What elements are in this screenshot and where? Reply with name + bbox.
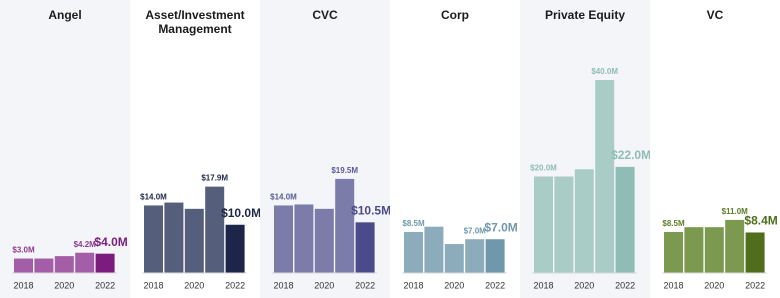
bar — [164, 202, 184, 273]
x-tick-label: 2020 — [444, 280, 464, 290]
x-tick-label: 2018 — [13, 280, 33, 290]
x-tick-label: 2022 — [225, 280, 245, 290]
bar — [95, 253, 115, 273]
bar — [534, 176, 553, 273]
panel: VC $8.5M 2018 2020 $11.0M $8.4M 2022 — [650, 0, 780, 298]
x-tick-label: 2020 — [54, 280, 74, 290]
bar — [184, 208, 204, 273]
bar — [225, 224, 245, 273]
x-tick-label: 2020 — [704, 280, 724, 290]
value-label: $14.0M — [270, 193, 297, 202]
value-label: $17.9M — [201, 174, 228, 183]
panel-plot: $8.5M 2018 2020 $11.0M$8.4M 2022 — [662, 207, 778, 290]
bar — [205, 186, 225, 273]
bar — [574, 169, 594, 273]
bar — [704, 227, 724, 273]
value-label: $10.5M — [351, 204, 390, 218]
bar — [664, 231, 683, 273]
x-tick-label: 2018 — [403, 280, 423, 290]
value-label: $7.0M — [464, 226, 487, 235]
panel-title: VC — [706, 8, 724, 22]
value-label: $19.5M — [331, 166, 358, 175]
value-label: $4.0M — [94, 235, 127, 249]
panel-plot: $3.0M 2018 2020 $4.2M$4.0M 2022 — [12, 235, 128, 290]
bar — [144, 205, 163, 273]
bar — [485, 239, 505, 273]
panel-plot: $8.5M 2018 2020 $7.0M$7.0M 2022 — [402, 219, 518, 290]
value-label: $4.2M — [74, 240, 97, 249]
bar — [615, 166, 635, 273]
bar — [444, 244, 464, 273]
bar — [745, 232, 765, 273]
panel-title: CVC — [312, 8, 338, 22]
panel-title: Asset/Investment Management — [145, 8, 245, 36]
bar — [684, 227, 704, 273]
bar — [404, 231, 423, 273]
x-tick-label: 2018 — [143, 280, 163, 290]
bar — [294, 204, 314, 273]
panel-plot: $14.0M 2018 2020 $19.5M $10.5M 2022 — [270, 166, 390, 290]
panel: Private Equity $20.0M 2018 2020 $40.0M $22.0M… — [520, 0, 650, 298]
panel: Asset/Investment Management $14.0M 2018 202… — [130, 0, 260, 298]
bar — [14, 258, 33, 273]
bar — [355, 222, 375, 273]
value-label: $10.0M — [221, 206, 260, 220]
panel: Angel $3.0M 2018 2020 $4.2M $4.0M 2022 — [0, 0, 130, 298]
panel-title: Angel — [48, 8, 82, 22]
value-label: $20.0M — [530, 164, 557, 173]
panel-plot: $14.0M 2018 2020 $17.9M $10.0M 2022 — [140, 174, 260, 291]
x-tick-label: 2018 — [273, 280, 293, 290]
panel: CVC $14.0M 2018 2020 $19.5M $10.5M 2022 — [260, 0, 390, 298]
x-tick-label: 2022 — [615, 280, 635, 290]
bar — [424, 226, 444, 273]
bar — [725, 219, 745, 273]
panel-title: Corp — [441, 8, 469, 22]
value-label: $8.4M — [744, 214, 777, 228]
panel: Corp $8.5M 2018 2020 $7.0M $7.0M 2022 — [390, 0, 520, 298]
value-label: $7.0M — [484, 220, 517, 234]
x-tick-label: 2020 — [314, 280, 334, 290]
x-tick-label: 2022 — [485, 280, 505, 290]
value-label: $3.0M — [12, 246, 35, 255]
panel-plot: $20.0M 2018 2020 $40.0M $22.0M 2022 — [530, 67, 650, 290]
bar — [54, 256, 74, 273]
bar — [465, 239, 485, 273]
bar — [314, 208, 334, 273]
value-label: $8.5M — [402, 219, 425, 228]
x-tick-label: 2020 — [184, 280, 204, 290]
bar — [554, 176, 574, 273]
value-label: $8.5M — [662, 219, 685, 228]
x-tick-label: 2020 — [574, 280, 594, 290]
value-label: $40.0M — [591, 67, 618, 76]
x-tick-label: 2022 — [745, 280, 765, 290]
bar — [75, 252, 95, 273]
panel-title: Private Equity — [544, 8, 626, 22]
value-label: $11.0M — [722, 207, 749, 216]
bar — [274, 205, 293, 273]
x-tick-label: 2022 — [95, 280, 115, 290]
value-label: $22.0M — [611, 148, 650, 162]
x-tick-label: 2022 — [355, 280, 375, 290]
value-label: $14.0M — [140, 193, 167, 202]
bar — [595, 80, 615, 273]
bar — [34, 258, 54, 273]
x-tick-label: 2018 — [533, 280, 553, 290]
bar — [335, 178, 355, 273]
x-tick-label: 2018 — [663, 280, 683, 290]
